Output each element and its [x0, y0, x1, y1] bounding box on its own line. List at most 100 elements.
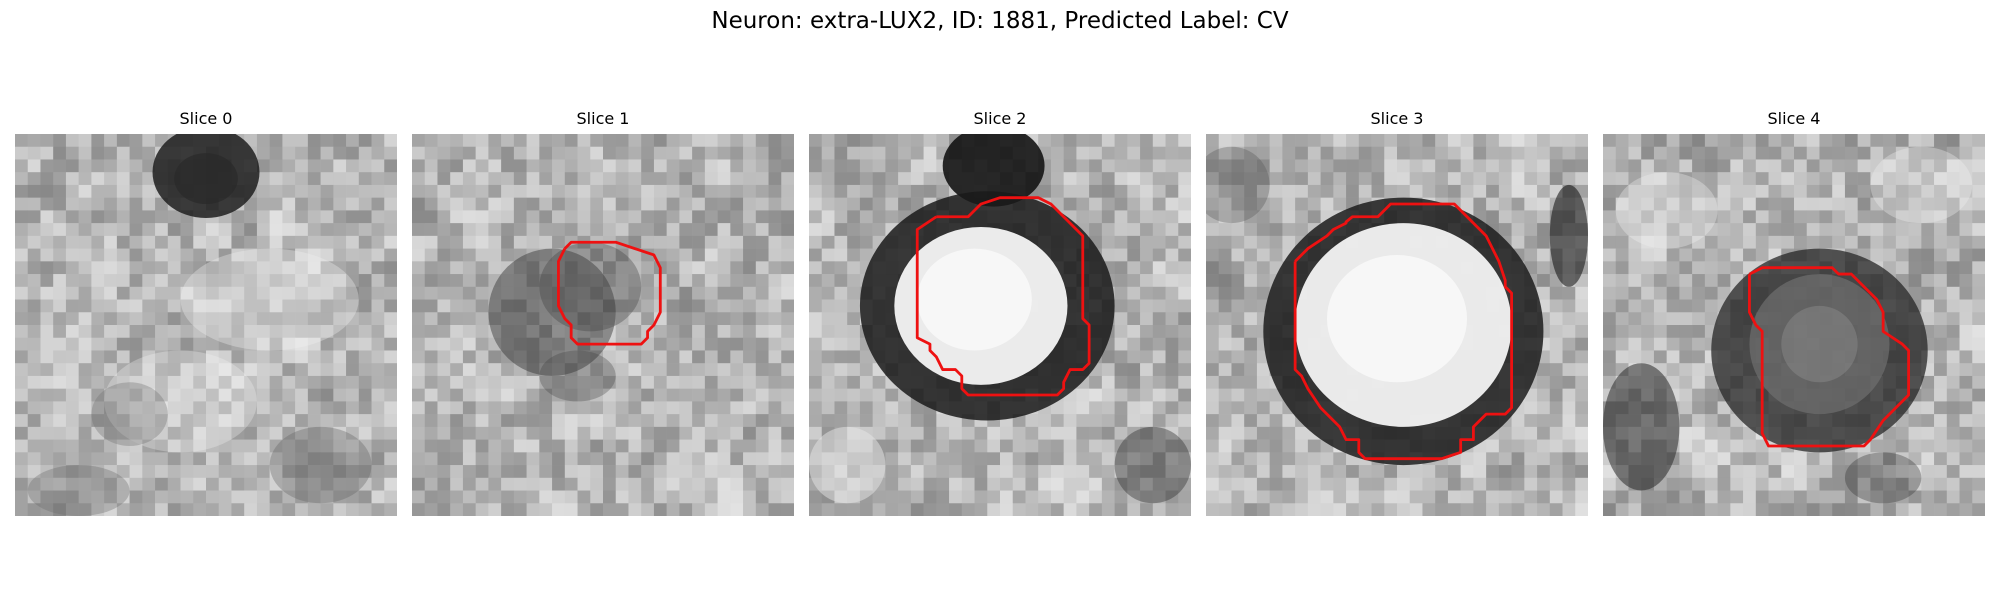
pixel: [371, 223, 385, 237]
pixel: [129, 350, 143, 364]
pixel: [577, 439, 591, 453]
pixel: [526, 235, 540, 249]
pixel: [590, 325, 604, 338]
pixel: [488, 274, 502, 288]
pixel: [1562, 337, 1576, 351]
pixel: [1946, 337, 1960, 351]
pixel: [1921, 223, 1935, 237]
pixel: [116, 274, 130, 288]
pixel: [1603, 223, 1616, 237]
pixel: [104, 439, 118, 453]
pixel: [180, 261, 194, 275]
pixel: [346, 210, 360, 224]
pixel: [1628, 134, 1642, 147]
pixel: [1333, 465, 1347, 479]
pixel: [1140, 274, 1154, 288]
pixel: [1934, 401, 1948, 415]
pixel: [295, 134, 309, 147]
pixel: [821, 299, 835, 313]
pixel: [1101, 503, 1115, 516]
pixel: [1114, 465, 1128, 479]
pixel: [1781, 134, 1795, 147]
pixel: [1231, 286, 1245, 300]
pixel: [923, 503, 937, 516]
pixel: [768, 490, 782, 504]
pixel: [743, 261, 757, 275]
pixel: [65, 439, 79, 453]
pixel: [1089, 388, 1103, 402]
pixel: [412, 286, 425, 300]
pixel: [307, 503, 321, 516]
pixel: [1653, 248, 1667, 262]
pixel: [1473, 146, 1487, 160]
pixel: [346, 274, 360, 288]
pixel: [1447, 503, 1461, 516]
pixel: [641, 274, 655, 288]
pixel: [1165, 401, 1179, 415]
pixel: [1934, 350, 1948, 364]
pixel: [526, 477, 540, 491]
pixel: [1063, 465, 1077, 479]
pixel: [1549, 146, 1563, 160]
pixel: [371, 388, 385, 402]
pixel: [180, 490, 194, 504]
pixel: [501, 184, 515, 198]
pixel: [1562, 490, 1576, 504]
pixel: [1140, 503, 1154, 516]
pixel: [104, 337, 118, 351]
pixel: [615, 159, 629, 173]
pixel: [346, 197, 360, 211]
pixel: [704, 172, 718, 186]
pixel: [1371, 134, 1385, 147]
pixel: [91, 312, 105, 326]
pixel: [1794, 465, 1807, 479]
pixel: [1473, 134, 1487, 147]
pixel: [384, 503, 397, 516]
pixel: [53, 375, 67, 389]
pixel: [346, 375, 360, 389]
pixel: [809, 197, 822, 211]
pixel: [91, 414, 105, 428]
pixel: [320, 503, 334, 516]
pixel: [834, 235, 848, 249]
pixel: [320, 452, 334, 466]
pixel: [1743, 503, 1757, 516]
pixel: [692, 134, 706, 147]
pixel: [15, 223, 28, 237]
pixel: [1218, 274, 1232, 288]
pixel: [218, 223, 232, 237]
pixel: [1063, 452, 1077, 466]
pixel: [1704, 401, 1718, 415]
pixel: [1575, 146, 1588, 160]
pixel: [1692, 248, 1706, 262]
pixel: [743, 401, 757, 415]
pixel: [1934, 159, 1948, 173]
pixel: [1806, 146, 1820, 160]
pixel: [809, 210, 822, 224]
pixel: [462, 439, 476, 453]
pixel: [1666, 363, 1680, 377]
pixel: [666, 465, 680, 479]
pixel: [384, 426, 397, 440]
pixel: [424, 184, 438, 198]
pixel: [1333, 134, 1347, 147]
pixel: [206, 401, 219, 415]
pixel: [1244, 172, 1258, 186]
pixel: [834, 261, 848, 275]
pixel: [847, 248, 861, 262]
pixel: [142, 388, 156, 402]
pixel: [320, 426, 334, 440]
pixel: [1140, 184, 1154, 198]
pixel: [1371, 503, 1385, 516]
pixel: [768, 426, 782, 440]
pixel: [462, 350, 476, 364]
pixel: [1282, 426, 1296, 440]
pixel: [1152, 159, 1166, 173]
pixel: [424, 172, 438, 186]
pixel: [269, 159, 283, 173]
pixel: [1972, 414, 1985, 428]
pixel: [1498, 452, 1512, 466]
pixel: [628, 426, 642, 440]
pixel: [1641, 172, 1655, 186]
pixel: [371, 172, 385, 186]
